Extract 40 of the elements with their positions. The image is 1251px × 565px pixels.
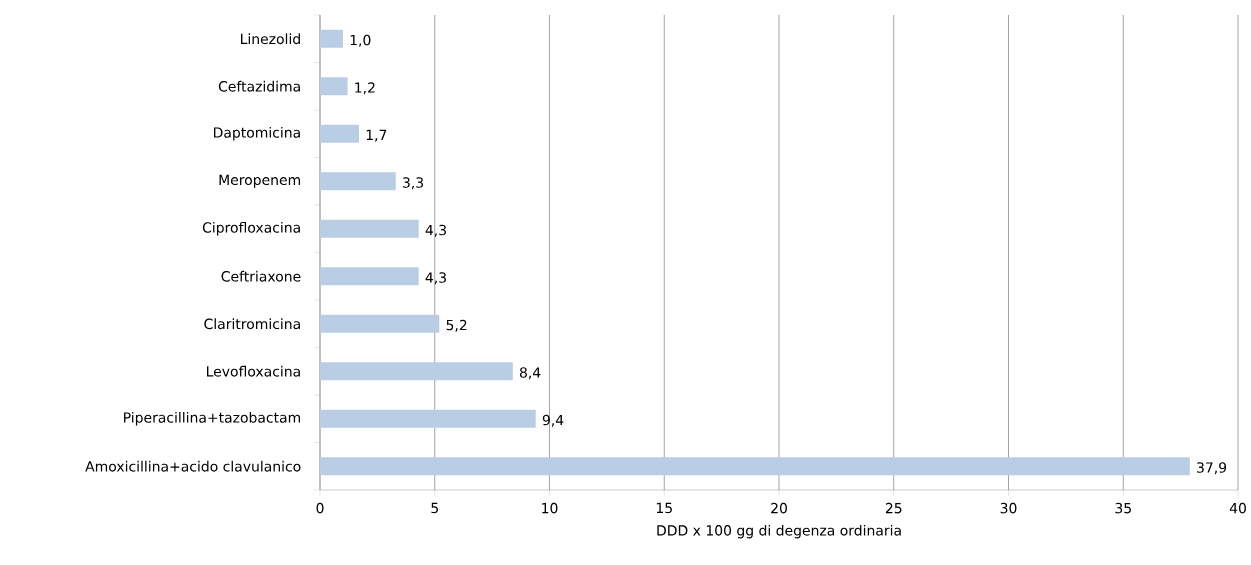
x-tick-label: 20	[771, 502, 787, 514]
x-tick-label: 10	[542, 502, 558, 514]
x-tick-label: 25	[885, 502, 902, 514]
x-tick-label: 5	[431, 502, 438, 514]
y-tick-label: Ceftriaxone	[221, 270, 301, 282]
bar	[320, 77, 348, 96]
data-label: 37,9	[1197, 462, 1227, 475]
data-label: 1,0	[350, 34, 371, 47]
y-tick-label: Amoxicillina+acido clavulanico	[85, 460, 301, 472]
bar	[320, 124, 360, 143]
data-label: 9,4	[542, 414, 564, 427]
x-axis-title: DDD x 100 gg di degenza ordinaria	[657, 524, 901, 539]
y-tick-label: Ceftazidima	[218, 80, 300, 92]
bar	[320, 409, 536, 428]
bar	[320, 362, 513, 381]
data-label: 1,7	[366, 129, 387, 142]
y-tick-label: Ciprofloxacina	[202, 222, 300, 236]
bar	[320, 457, 1190, 476]
y-tick-label: Meropenem	[219, 174, 300, 188]
x-tick-label: 0	[316, 502, 324, 514]
data-label: 5,2	[446, 319, 467, 332]
data-label: 3,3	[403, 177, 424, 190]
y-tick-label: Linezolid	[241, 33, 300, 45]
bar	[320, 172, 396, 191]
bar	[320, 267, 419, 286]
bar	[320, 219, 419, 238]
x-tick-label: 35	[1115, 502, 1131, 514]
data-label: 1,2	[355, 82, 375, 95]
bar	[320, 314, 440, 333]
y-tick-label: Daptomicina	[214, 127, 300, 141]
y-tick-label: Levofloxacina	[207, 365, 300, 377]
y-tick-label: Claritromicina	[204, 318, 300, 330]
x-tick-label: 40	[1229, 502, 1246, 514]
data-label: 8,4	[519, 367, 541, 380]
data-label: 4,3	[425, 272, 446, 285]
data-label: 4,3	[425, 224, 446, 237]
y-tick-label: Piperacillina+tazobactam	[124, 412, 301, 426]
x-tick-label: 15	[656, 502, 672, 514]
bar	[320, 29, 343, 48]
x-tick-label: 30	[1000, 502, 1017, 514]
